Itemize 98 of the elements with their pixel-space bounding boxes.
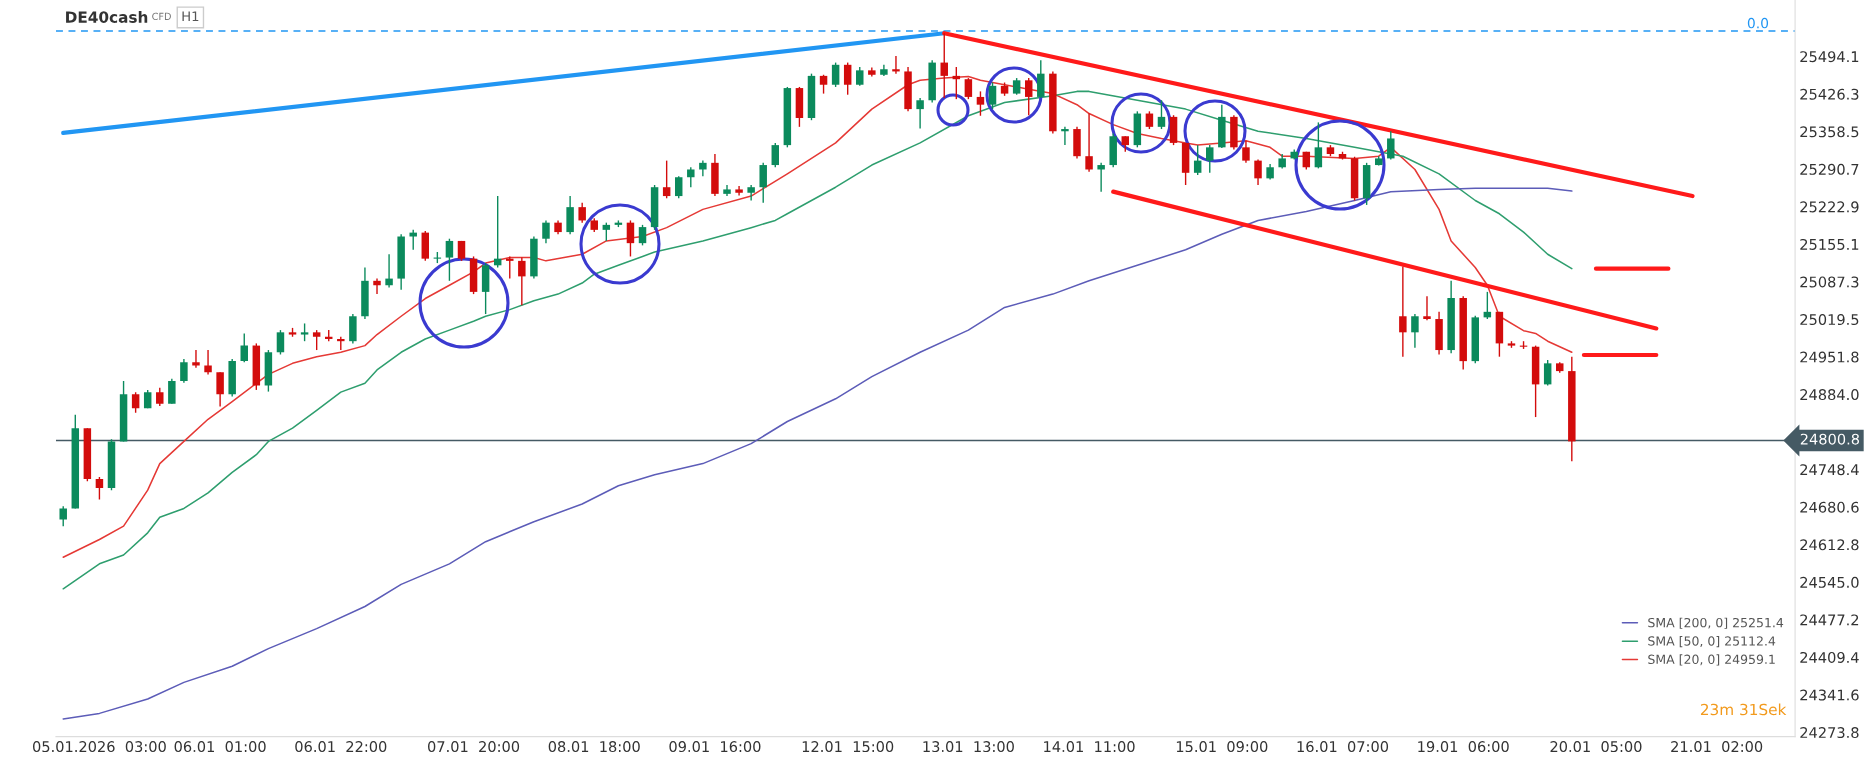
x-tick-label: 16.01 07:00 — [1297, 741, 1389, 753]
candlestick — [156, 387, 164, 407]
candlestick — [204, 349, 212, 376]
candlestick — [445, 238, 454, 282]
annotation: 0.0 — [1747, 17, 1769, 29]
candlestick — [626, 219, 635, 258]
candlestick — [216, 371, 224, 408]
candlestick — [831, 61, 840, 88]
x-tick-label: 21.01 02:00 — [1671, 741, 1763, 753]
candlestick — [976, 90, 985, 117]
line-series — [62, 187, 1573, 720]
y-tick-label: 25222.9 — [1800, 201, 1859, 213]
candlestick — [1085, 112, 1093, 173]
candlestick — [518, 256, 526, 306]
candlestick — [856, 66, 864, 87]
legend-label: SMA [50, 0] 25112.4 — [1648, 636, 1776, 648]
y-tick-label: 24477.2 — [1800, 614, 1859, 626]
candlestick — [168, 378, 176, 405]
candlestick — [1061, 126, 1069, 146]
candlestick — [916, 97, 924, 130]
text: DE40cash — [66, 11, 148, 23]
x-tick-label: 14.01 11:00 — [1044, 741, 1135, 753]
candlestick — [131, 391, 140, 414]
y-tick-label: 25087.3 — [1800, 276, 1859, 288]
y-tick-label: 24612.8 — [1800, 539, 1859, 551]
candlestick — [240, 332, 248, 363]
candlestick — [1254, 158, 1262, 186]
legend-label: SMA [200, 0] 25251.4 — [1648, 617, 1784, 629]
candlestick — [312, 329, 321, 351]
candlestick — [1423, 295, 1431, 321]
x-tick-label: 19.01 06:00 — [1418, 741, 1509, 753]
x-tick-label: 07.01 20:00 — [428, 741, 520, 753]
candlestick — [1314, 121, 1323, 170]
candlestick — [506, 255, 514, 280]
candlestick — [1037, 59, 1045, 99]
y-tick-label: 25358.5 — [1800, 126, 1859, 138]
legend-label: SMA [20, 0] 24959.1 — [1648, 654, 1775, 666]
candlestick — [1193, 144, 1202, 176]
candlestick — [1543, 359, 1552, 387]
y-tick-label: 24680.6 — [1800, 501, 1859, 513]
candlestick — [578, 202, 586, 224]
candlestick — [385, 253, 393, 289]
y-tick-label: 24951.8 — [1800, 351, 1859, 363]
candlestick — [687, 166, 695, 188]
candlestick — [409, 229, 417, 251]
x-tick-label: 05.01.2026 03:00 — [32, 741, 166, 753]
x-tick-label: 06.01 22:00 — [295, 741, 387, 753]
candlestick — [1387, 130, 1395, 161]
x-tick-label: 08.01 18:00 — [548, 741, 640, 753]
text: CFD — [152, 12, 171, 21]
candlestick — [771, 142, 780, 168]
candlestick — [747, 184, 755, 202]
y-tick-label: 25494.1 — [1800, 51, 1859, 63]
candlestick — [819, 74, 828, 95]
y-tick-label: 24884.0 — [1800, 389, 1859, 401]
candlestick — [735, 185, 743, 197]
candlestick — [759, 162, 767, 204]
y-tick-label: 24545.0 — [1800, 576, 1859, 588]
candlestick — [940, 32, 948, 99]
y-tick-label: 24748.4 — [1800, 464, 1859, 476]
candlestick — [276, 329, 285, 356]
candlestick — [638, 224, 647, 247]
candlestick — [192, 349, 200, 369]
candlestick — [542, 219, 550, 244]
x-tick-label: 06.01 01:00 — [174, 741, 266, 753]
candlestick — [662, 159, 671, 199]
candlestick — [1242, 139, 1250, 164]
candlestick — [180, 358, 188, 384]
candlestick — [373, 277, 381, 295]
x-tick-label: 15.01 09:00 — [1176, 741, 1268, 753]
candlestick — [1411, 313, 1419, 349]
y-tick-label: 25155.1 — [1800, 238, 1859, 250]
y-tick-label: 24341.6 — [1800, 689, 1859, 701]
y-tick-label: 25290.7 — [1800, 163, 1859, 175]
ref-line-label: 24800.8 — [1800, 433, 1860, 445]
candlestick — [59, 505, 67, 527]
y-tick-label: 24409.4 — [1800, 651, 1859, 663]
candlestick — [964, 77, 973, 100]
x-tick-label: 20.01 05:00 — [1550, 741, 1642, 753]
x-tick-label: 13.01 13:00 — [923, 741, 1014, 753]
y-tick-label: 25426.3 — [1800, 88, 1859, 100]
x-tick-label: 12.01 15:00 — [802, 741, 894, 753]
candlestick — [988, 81, 997, 110]
y-tick-label: 24273.8 — [1800, 727, 1859, 739]
candlestick — [674, 175, 683, 199]
y-tick-label: 25019.5 — [1800, 314, 1859, 326]
candlestick — [95, 476, 104, 501]
candlestick — [1399, 265, 1407, 358]
annotation: H1 — [182, 11, 199, 22]
candlestick — [843, 61, 852, 96]
candlestick — [1024, 77, 1033, 116]
candlestick — [602, 221, 611, 242]
candlestick — [1157, 99, 1166, 130]
x-tick-label: 09.01 16:00 — [669, 741, 761, 753]
annotation: 23m 31Sek — [1700, 703, 1787, 716]
candlestick — [1206, 144, 1214, 174]
candlestick — [1097, 162, 1105, 193]
candlestick — [892, 55, 900, 75]
